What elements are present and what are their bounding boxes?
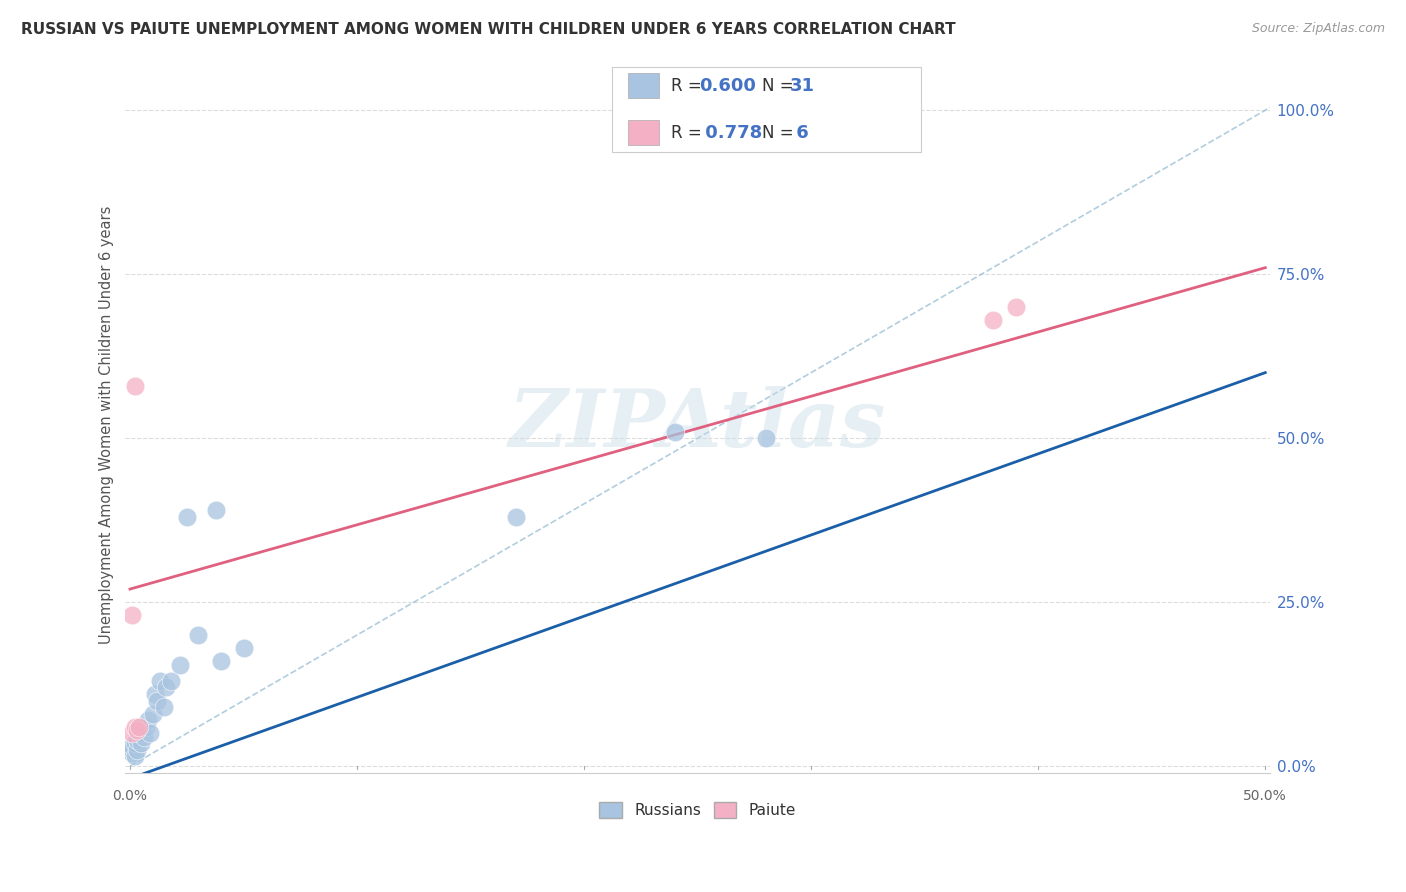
Point [121, 746, 143, 760]
Point [124, 378, 146, 392]
Point [128, 726, 150, 740]
Point [981, 313, 1004, 327]
Point [664, 425, 686, 439]
Text: 0.0%: 0.0% [112, 789, 148, 803]
Text: 0.600: 0.600 [699, 77, 755, 95]
Text: 31: 31 [790, 77, 815, 95]
Text: ZIPAtlas: ZIPAtlas [509, 386, 886, 464]
Point [160, 673, 183, 688]
Text: RUSSIAN VS PAIUTE UNEMPLOYMENT AMONG WOMEN WITH CHILDREN UNDER 6 YEARS CORRELATI: RUSSIAN VS PAIUTE UNEMPLOYMENT AMONG WOM… [21, 22, 956, 37]
Point [176, 510, 198, 524]
Text: 0.778: 0.778 [699, 124, 762, 142]
Text: 50.0%: 50.0% [1243, 789, 1286, 803]
Point [143, 687, 166, 701]
Point [125, 743, 148, 757]
Point [131, 726, 153, 740]
Point [132, 730, 155, 744]
Point [169, 657, 191, 672]
Text: R =: R = [671, 77, 707, 95]
Point [121, 743, 143, 757]
Y-axis label: Unemployment Among Women with Children Under 6 years: Unemployment Among Women with Children U… [100, 206, 114, 644]
Point [131, 736, 153, 750]
Point [121, 739, 143, 754]
Text: 6: 6 [790, 124, 808, 142]
Point [148, 673, 170, 688]
Point [155, 681, 177, 695]
Point [142, 706, 165, 721]
Point [232, 641, 254, 656]
Text: R =: R = [671, 124, 707, 142]
Point [505, 510, 527, 524]
Point [128, 720, 150, 734]
Point [1004, 300, 1026, 314]
Point [125, 723, 148, 737]
Text: N =: N = [762, 77, 799, 95]
Point [121, 608, 143, 623]
Point [146, 693, 169, 707]
Point [136, 713, 159, 727]
Text: N =: N = [762, 124, 799, 142]
Point [153, 700, 176, 714]
Point [124, 749, 146, 764]
Point [187, 628, 209, 642]
Point [755, 431, 778, 445]
Point [205, 503, 228, 517]
Point [209, 654, 232, 668]
Point [139, 726, 162, 740]
Point [135, 720, 157, 734]
Point [128, 720, 150, 734]
Point [124, 720, 146, 734]
Point [125, 733, 148, 747]
Point [121, 726, 143, 740]
Point [124, 736, 146, 750]
Text: Source: ZipAtlas.com: Source: ZipAtlas.com [1251, 22, 1385, 36]
Legend: Russians, Paiute: Russians, Paiute [593, 796, 803, 824]
